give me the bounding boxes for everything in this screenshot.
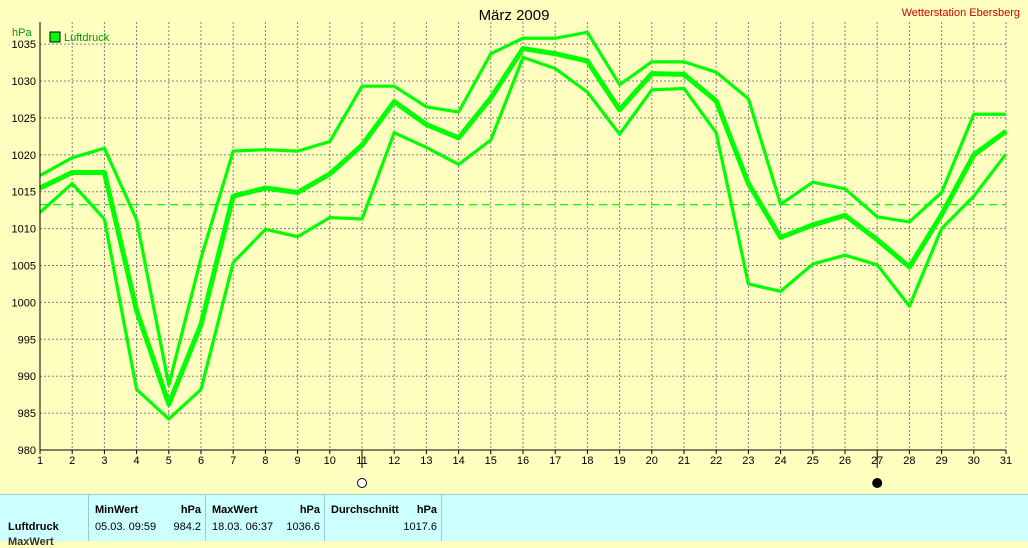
max-unit: hPa [299, 504, 320, 516]
x-tick-label-19: 19 [613, 455, 625, 467]
avg-header: Durchschnitt [331, 504, 399, 516]
avg-unit: hPa [416, 504, 437, 516]
x-tick-label-29: 29 [935, 455, 947, 467]
x-tick-label-1: 1 [37, 455, 43, 467]
x-tick-label-30: 30 [968, 455, 980, 467]
y-tick-label-1030: 1030 [12, 76, 36, 88]
min-date: 05.03. 09:59 [95, 521, 157, 533]
max-stat-box: MaxWert hPa 18.03. 06:37 1036.6 [205, 495, 324, 541]
chart-svg: 9809859909951000100510101015102010251030… [12, 7, 1020, 488]
y-tick-label-1010: 1010 [12, 224, 36, 236]
x-tick-label-9: 9 [295, 455, 301, 467]
min-header: MinWert [95, 504, 139, 516]
max-value: 1036.6 [286, 521, 320, 533]
max-header: MaxWert [212, 504, 258, 516]
x-tick-label-10: 10 [324, 455, 336, 467]
x-tick-label-21: 21 [678, 455, 690, 467]
x-tick-label-15: 15 [485, 455, 497, 467]
x-tick-label-17: 17 [549, 455, 561, 467]
min-stat-box: MinWert hPa 05.03. 09:59 984.2 [88, 495, 205, 541]
y-tick-label-1025: 1025 [12, 113, 36, 125]
x-tick-label-22: 22 [710, 455, 722, 467]
x-tick-label-11: 11 [356, 455, 367, 467]
y-tick-label-995: 995 [18, 334, 36, 346]
x-tick-label-7: 7 [230, 455, 236, 467]
x-tick-label-5: 5 [166, 455, 172, 467]
legend-label: Luftdruck [64, 32, 110, 44]
y-tick-label-990: 990 [18, 371, 36, 383]
avg-stat-box: Durchschnitt hPa 1017.6 [324, 495, 442, 541]
stats-panel: Luftdruck MaxWert MinWert hPa 05.03. 09:… [0, 494, 1028, 548]
y-tick-label-1000: 1000 [12, 297, 36, 309]
max-date: 18.03. 06:37 [212, 521, 274, 533]
x-tick-label-8: 8 [262, 455, 268, 467]
new-moon-icon [872, 478, 883, 488]
x-tick-label-25: 25 [807, 455, 819, 467]
x-tick-label-27: 27 [871, 455, 883, 467]
stats-row-label: Luftdruck [8, 521, 59, 533]
x-tick-label-3: 3 [101, 455, 107, 467]
y-tick-label-1005: 1005 [12, 261, 36, 273]
x-tick-label-14: 14 [452, 455, 464, 467]
y-tick-label-980: 980 [18, 445, 36, 457]
x-tick-label-13: 13 [420, 455, 432, 467]
min-unit: hPa [180, 504, 201, 516]
legend-swatch [49, 31, 61, 43]
series-line-avg [38, 46, 1008, 407]
x-tick-label-12: 12 [388, 455, 400, 467]
y-axis-label: hPa [12, 27, 32, 39]
stats-row-label-2: MaxWert [8, 536, 54, 548]
x-tick-label-31: 31 [1000, 455, 1012, 467]
min-value: 984.2 [173, 521, 201, 533]
y-tick-label-1020: 1020 [12, 150, 36, 162]
x-tick-label-4: 4 [134, 455, 140, 467]
avg-value: 1017.6 [403, 521, 437, 533]
chart-title: März 2009 [479, 7, 550, 24]
axis-layer [39, 22, 1007, 468]
x-tick-label-16: 16 [517, 455, 529, 467]
series-layer [38, 30, 1008, 421]
text-layer: 9809859909951000100510101015102010251030… [12, 7, 1020, 488]
chart-area: 980 985 990 995 1000 1005 1010 1015 1020 1025 1030… [11, 7, 1020, 488]
y-tick-label-1035: 1035 [12, 39, 36, 51]
x-tick-label-28: 28 [903, 455, 915, 467]
x-tick-label-23: 23 [742, 455, 754, 467]
grid-layer [39, 22, 1007, 451]
x-tick-label-26: 26 [839, 455, 851, 467]
full-moon-icon [357, 478, 367, 488]
y-tick-label-985: 985 [18, 408, 36, 420]
y-tick-label-1015: 1015 [12, 187, 36, 199]
x-tick-label-24: 24 [774, 455, 786, 467]
x-tick-label-20: 20 [646, 455, 658, 467]
series-line-max [39, 30, 1006, 387]
x-tick-label-2: 2 [69, 455, 75, 467]
station-label: Wetterstation Ebersberg [902, 7, 1020, 19]
x-tick-label-6: 6 [198, 455, 204, 467]
x-tick-label-18: 18 [581, 455, 593, 467]
series-line-min [38, 55, 1008, 421]
